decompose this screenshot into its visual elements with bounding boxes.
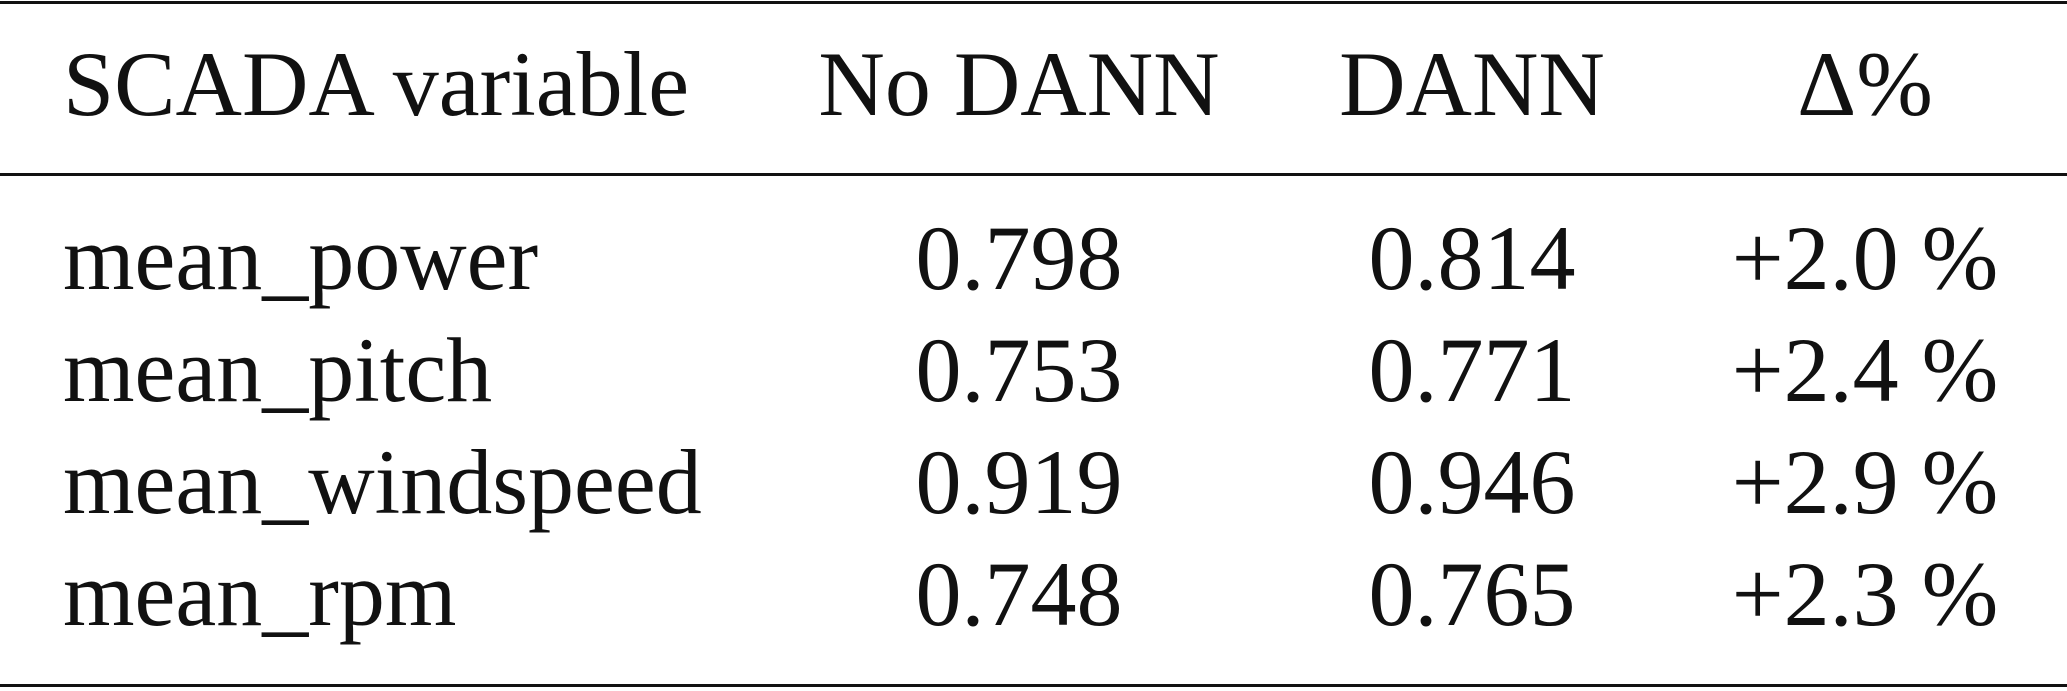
value-cell: 0.814 [1368, 207, 1576, 309]
mid-rule [0, 173, 2067, 176]
value-cell: 0.748 [915, 543, 1123, 645]
variable-cell: mean_pitch [63, 319, 493, 421]
variable-cell: mean_rpm [63, 543, 457, 645]
header-cell: Δ% [1797, 33, 1933, 135]
value-cell: 0.798 [915, 207, 1123, 309]
value-cell: +2.3 % [1731, 543, 1999, 645]
header-cell: SCADA variable [63, 33, 690, 135]
value-cell: 0.753 [915, 319, 1123, 421]
variable-cell: mean_power [63, 207, 539, 309]
value-cell: +2.9 % [1731, 431, 1999, 533]
top-rule [0, 1, 2067, 4]
header-cell: No DANN [818, 33, 1220, 135]
value-cell: +2.0 % [1731, 207, 1999, 309]
value-cell: 0.919 [915, 431, 1123, 533]
header-cell: DANN [1339, 33, 1605, 135]
value-cell: +2.4 % [1731, 319, 1999, 421]
value-cell: 0.765 [1368, 543, 1576, 645]
variable-cell: mean_windspeed [63, 431, 702, 533]
bottom-rule [0, 684, 2067, 687]
value-cell: 0.946 [1368, 431, 1576, 533]
value-cell: 0.771 [1368, 319, 1576, 421]
